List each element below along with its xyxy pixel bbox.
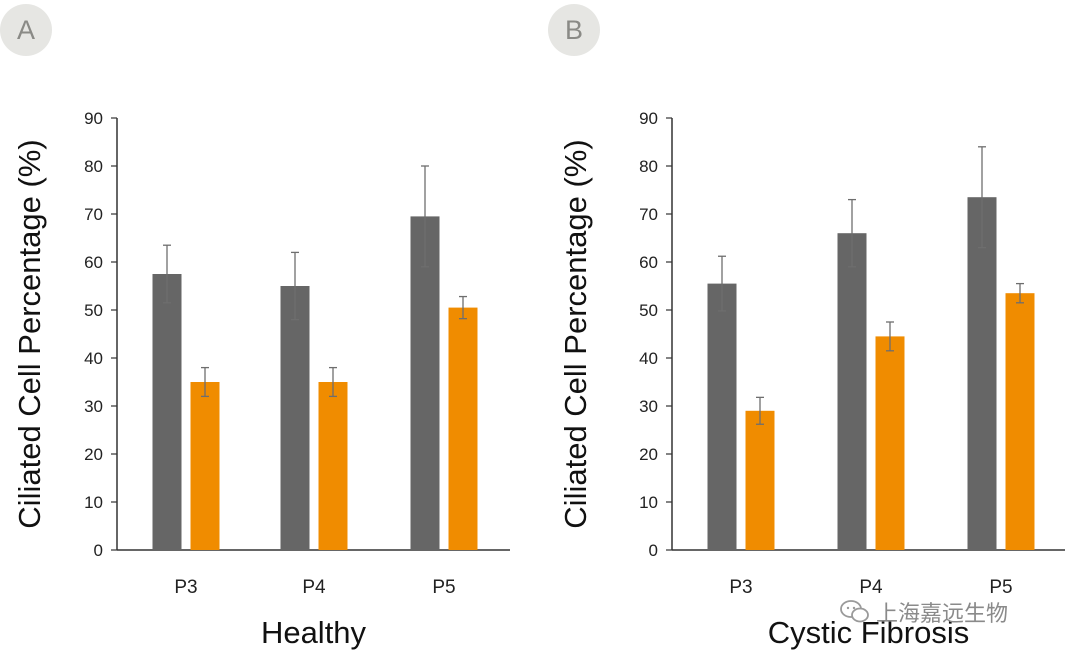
chart1-y-tick-label: 20 xyxy=(84,445,103,464)
panel-label-b: B xyxy=(548,4,600,56)
chart2-y-axis-title: Ciliated Cell Percentage (%) xyxy=(558,139,593,528)
panel-label-a: A xyxy=(0,4,52,56)
chart2-bar-s1-p3 xyxy=(707,283,737,550)
watermark: 上海嘉远生物 xyxy=(840,596,1008,628)
chart1-bar-s1-p3 xyxy=(152,274,182,550)
chart2-bar-s2-p3 xyxy=(745,410,775,550)
chart1-y-tick-label: 80 xyxy=(84,157,103,176)
chart1-x-axis-title: Healthy xyxy=(261,615,367,650)
chart2-bar-s1-p4 xyxy=(837,233,867,550)
chart2-bar-s2-p4 xyxy=(875,336,905,550)
chart1-bar-s2-p3 xyxy=(190,382,220,550)
chart2-y-tick-label: 60 xyxy=(639,253,658,272)
chart1-bar-s2-p5 xyxy=(448,307,478,550)
chart1-y-tick-label: 60 xyxy=(84,253,103,272)
chart1-y-tick-label: 10 xyxy=(84,493,103,512)
chart1-bar-s1-p5 xyxy=(410,216,440,550)
chart2-bar-s2-p5 xyxy=(1005,293,1035,550)
chart1-bar-s1-p4 xyxy=(280,286,310,550)
chart2-y-tick-label: 30 xyxy=(639,397,658,416)
watermark-text: 上海嘉远生物 xyxy=(876,602,1009,627)
chart2-x-axis-title: Cystic Fibrosis xyxy=(768,615,970,650)
chart2-y-tick-label: 70 xyxy=(639,205,658,224)
chart2-x-tick-label: P5 xyxy=(989,577,1012,598)
chart1-bar-s2-p4 xyxy=(318,382,348,550)
chat-bubbles-icon xyxy=(840,600,869,623)
chart2-y-tick-label: 0 xyxy=(649,541,658,560)
chart1-y-tick-label: 30 xyxy=(84,397,103,416)
chart1-y-tick-label: 90 xyxy=(84,109,103,128)
chart2-y-tick-label: 50 xyxy=(639,301,658,320)
chart2-y-tick-label: 40 xyxy=(639,349,658,368)
chart1-y-tick-label: 40 xyxy=(84,349,103,368)
chart1-y-tick-label: 70 xyxy=(84,205,103,224)
chart1-x-tick-label: P5 xyxy=(432,577,455,598)
chart1-y-axis-title: Ciliated Cell Percentage (%) xyxy=(12,139,47,528)
chart2-y-tick-label: 20 xyxy=(639,445,658,464)
chart2-bar-s1-p5 xyxy=(967,197,997,550)
chart2-y-tick-label: 90 xyxy=(639,109,658,128)
chart2-x-tick-label: P3 xyxy=(729,577,752,598)
chart1-y-tick-label: 0 xyxy=(94,541,103,560)
chart1-x-tick-label: P3 xyxy=(174,577,197,598)
chart2-y-tick-label: 10 xyxy=(639,493,658,512)
chart2-y-tick-label: 80 xyxy=(639,157,658,176)
chart2-x-tick-label: P4 xyxy=(859,577,883,598)
chart1-x-tick-label: P4 xyxy=(302,577,326,598)
chart1-y-tick-label: 50 xyxy=(84,301,103,320)
